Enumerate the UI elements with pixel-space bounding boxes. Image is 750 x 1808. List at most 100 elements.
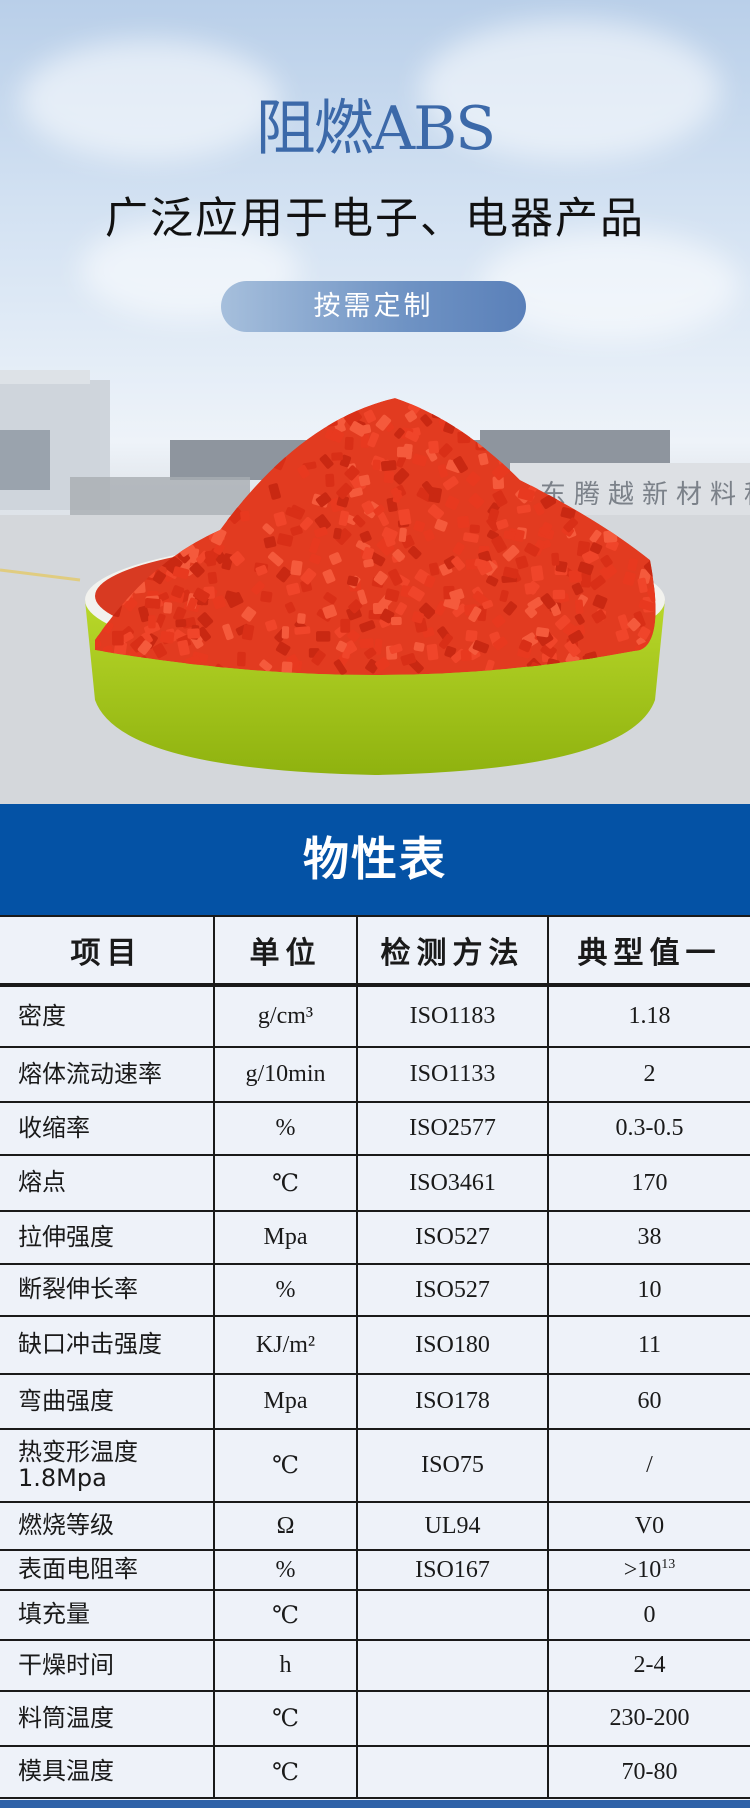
- pellet: [438, 443, 453, 458]
- cell-item: 弯曲强度: [0, 1373, 215, 1430]
- pellet: [431, 406, 443, 419]
- page-subtitle: 广泛应用于电子、电器产品: [105, 194, 645, 244]
- pellet: [276, 566, 292, 583]
- pellet: [380, 460, 397, 472]
- pellet: [333, 659, 347, 675]
- pellet: [392, 549, 406, 562]
- cell-value: 10: [547, 1263, 750, 1317]
- pellet: [518, 639, 532, 653]
- cell-method-text: ISO3461: [409, 1169, 496, 1196]
- table-row: 燃烧等级 Ω UL94 V0: [0, 1501, 750, 1551]
- cell-value: /: [547, 1428, 750, 1503]
- cell-method: ISO167: [356, 1549, 549, 1591]
- pellet: [173, 606, 187, 622]
- pellet: [109, 403, 123, 419]
- pellet: [563, 517, 578, 533]
- pellet: [233, 410, 243, 421]
- pellet: [236, 398, 248, 408]
- pellet: [589, 542, 603, 555]
- pellet: [127, 441, 139, 453]
- pellet: [167, 398, 185, 406]
- pellet: [124, 435, 139, 450]
- pellet: [627, 617, 641, 632]
- cell-item-text: 模具温度: [18, 1757, 114, 1786]
- pellet: [311, 650, 326, 666]
- pellet: [384, 588, 400, 602]
- pellet: [187, 628, 200, 639]
- pellet: [364, 647, 377, 659]
- pellet: [251, 581, 265, 595]
- cell-unit-text: %: [275, 1556, 296, 1583]
- cell-unit-text: ℃: [272, 1759, 299, 1786]
- pellet: [346, 575, 359, 587]
- pellet: [167, 427, 181, 438]
- cell-method-text: ISO178: [415, 1388, 490, 1414]
- cell-unit-text: h: [279, 1652, 292, 1678]
- cell-value-text: 11: [637, 1331, 662, 1358]
- pellet: [262, 523, 275, 535]
- cell-item: 填充量: [0, 1589, 215, 1641]
- pellet: [344, 436, 354, 451]
- pellet: [492, 614, 506, 628]
- cell-method: ISO1183: [356, 984, 549, 1048]
- pellet: [531, 405, 543, 418]
- cell-value: 1.18: [547, 984, 750, 1048]
- pellet: [389, 643, 403, 654]
- pellet: [425, 447, 438, 462]
- cell-item: 熔体流动速率: [0, 1046, 215, 1103]
- pellet: [325, 413, 338, 427]
- pellet: [169, 411, 183, 424]
- pellet: [622, 571, 636, 586]
- pellet: [290, 525, 303, 536]
- pellet: [130, 438, 139, 452]
- pellet: [348, 487, 363, 498]
- cell-value-text: /: [646, 1452, 653, 1478]
- customize-button[interactable]: 按需定制: [221, 281, 526, 332]
- cell-method-text: UL94: [424, 1512, 481, 1539]
- pellet: [428, 440, 440, 454]
- pellet: [423, 529, 435, 542]
- pellet: [502, 545, 520, 562]
- pellet: [437, 464, 448, 478]
- cell-unit-text: g/10min: [245, 1061, 326, 1087]
- cell-unit-text: Mpa: [263, 1388, 308, 1414]
- pellet: [347, 629, 360, 643]
- pellet: [156, 434, 169, 447]
- pellet: [644, 398, 656, 412]
- cell-value: 2-4: [547, 1639, 750, 1692]
- pellet: [515, 555, 529, 570]
- table-header-row: 项目 单位 检测方法 典型值一: [0, 915, 750, 987]
- cell-method: UL94: [356, 1501, 549, 1551]
- pellet: [171, 585, 185, 599]
- cell-unit-text: KJ/m²: [255, 1331, 316, 1358]
- pellet: [453, 456, 468, 474]
- pellet: [560, 507, 576, 520]
- pellet: [486, 516, 501, 532]
- section-title: 物性表: [0, 804, 750, 915]
- sign-text: 东腾越新材料科: [540, 480, 750, 510]
- pellet: [552, 589, 566, 600]
- cell-method-text: ISO167: [415, 1556, 490, 1583]
- table-row: 料筒温度 ℃ 230-200: [0, 1690, 750, 1747]
- pellet: [383, 470, 395, 484]
- cell-value: >1013: [547, 1549, 750, 1591]
- pellet: [285, 398, 299, 410]
- pellet: [224, 590, 240, 603]
- table-row: 熔体流动速率 g/10min ISO1133 2: [0, 1046, 750, 1103]
- value-superscript: 13: [661, 1556, 676, 1572]
- pellet: [589, 529, 602, 543]
- pellet: [197, 626, 211, 642]
- pellet: [492, 490, 508, 508]
- pellet: [241, 606, 257, 622]
- cell-unit: ℃: [213, 1428, 358, 1503]
- pellet: [336, 495, 350, 508]
- cell-unit-text: %: [275, 1115, 296, 1141]
- pellet: [405, 430, 419, 442]
- pellet: [422, 481, 436, 496]
- pellet: [619, 387, 631, 396]
- pellet: [122, 455, 136, 469]
- pellet: [133, 398, 150, 407]
- pellet: [449, 588, 465, 602]
- pellet: [375, 414, 392, 431]
- pellet: [297, 613, 306, 624]
